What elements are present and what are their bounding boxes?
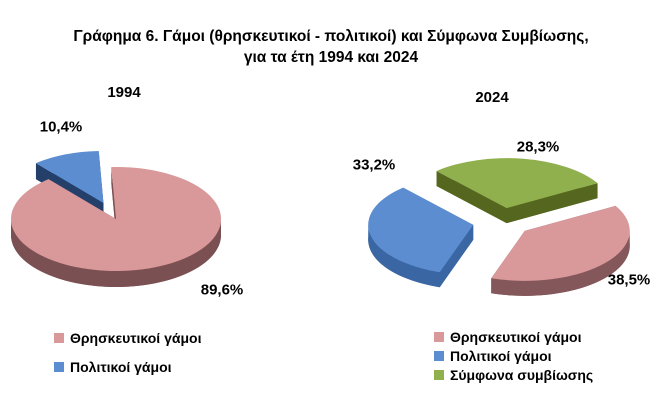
pct-label-1994-religious: 89,6% [200, 281, 244, 299]
pct-label-1994-civil: 10,4% [39, 118, 83, 136]
legend-color-swatch-civil [54, 362, 64, 372]
legend-label-religious: Θρησκευτικοί γάμοι [450, 329, 582, 345]
pct-label-2024-religious: 38,5% [607, 271, 651, 289]
legend-label-civil: Πολιτικοί γάμοι [450, 348, 552, 364]
legend-label-cohabitation: Σύμφωνα συμβίωσης [450, 367, 594, 383]
legend-item-civil: Πολιτικοί γάμοι [54, 359, 202, 375]
legend-color-swatch-religious [434, 332, 444, 342]
pie-1994-year-label: 1994 [107, 84, 141, 101]
pct-label-2024-cohabitation: 28,3% [516, 138, 560, 156]
legend-item-religious: Θρησκευτικοί γάμοι [434, 329, 593, 345]
pie-2024-year-label: 2024 [475, 89, 509, 106]
chart-title: Γράφημα 6. Γάμοι (θρησκευτικοί - πολιτικ… [0, 26, 662, 68]
legend-color-swatch-religious [54, 333, 64, 343]
legend-label-religious: Θρησκευτικοί γάμοι [70, 330, 202, 346]
legend-item-civil: Πολιτικοί γάμοι [434, 348, 593, 364]
legend-color-swatch-cohabitation [434, 370, 444, 380]
legend-label-civil: Πολιτικοί γάμοι [70, 359, 172, 375]
pct-label-2024-civil: 33,2% [352, 156, 396, 174]
legend-1994: Θρησκευτικοί γάμοι Πολιτικοί γάμοι [54, 330, 202, 375]
legend-color-swatch-civil [434, 351, 444, 361]
legend-item-cohabitation: Σύμφωνα συμβίωσης [434, 367, 593, 383]
chart-title-line2: για τα έτη 1994 και 2024 [243, 49, 419, 66]
legend-item-religious: Θρησκευτικοί γάμοι [54, 330, 202, 346]
chart-title-line1: Γράφημα 6. Γάμοι (θρησκευτικοί - πολιτικ… [73, 28, 589, 45]
legend-2024: Θρησκευτικοί γάμοι Πολιτικοί γάμοι Σύμφω… [434, 329, 593, 383]
